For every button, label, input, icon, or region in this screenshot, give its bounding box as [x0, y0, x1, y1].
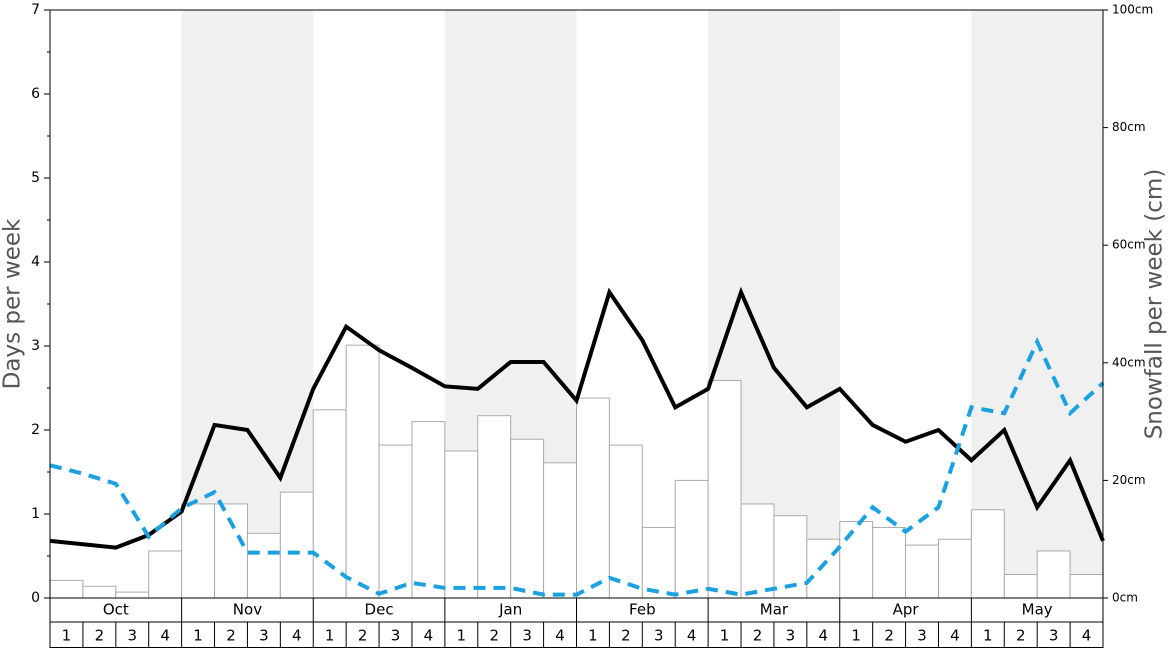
bar: [707, 379, 742, 599]
week-label: 4: [555, 627, 565, 645]
week-label: 2: [95, 627, 105, 645]
week-label: 4: [1082, 627, 1092, 645]
week-label: 2: [884, 627, 894, 645]
week-label: 1: [720, 627, 730, 645]
week-label: 2: [358, 627, 368, 645]
week-label: 4: [160, 627, 170, 645]
bar: [378, 444, 413, 599]
week-label: 3: [1049, 627, 1059, 645]
bar: [115, 591, 150, 599]
week-label: 3: [522, 627, 532, 645]
week-label: 1: [62, 627, 72, 645]
bar: [345, 344, 380, 599]
week-label: 2: [621, 627, 631, 645]
week-label: 4: [424, 627, 434, 645]
y2-tick-label: 20cm: [1112, 473, 1146, 487]
y2-tick-label: 100cm: [1112, 3, 1153, 17]
bar: [49, 579, 84, 599]
bar: [444, 450, 479, 599]
y-tick-label: 4: [31, 254, 40, 270]
y-axis-label: Days per week: [0, 218, 26, 389]
bar: [1036, 550, 1071, 599]
week-label: 4: [819, 627, 829, 645]
y2-tick-label: 60cm: [1112, 238, 1146, 252]
week-label: 4: [950, 627, 960, 645]
bar: [477, 415, 512, 599]
month-label: May: [1022, 601, 1053, 619]
week-label: 3: [259, 627, 269, 645]
bar: [576, 397, 610, 599]
week-label: 1: [325, 627, 335, 645]
y-tick-label: 0: [31, 590, 40, 606]
week-label: 4: [292, 627, 302, 645]
week-label: 4: [687, 627, 697, 645]
week-label: 2: [489, 627, 499, 645]
bar: [608, 444, 643, 599]
bar: [806, 538, 841, 599]
y-tick-label: 2: [31, 422, 40, 438]
week-label: 1: [851, 627, 861, 645]
y-tick-label: 5: [31, 170, 40, 186]
month-label: Dec: [365, 601, 394, 619]
week-label: 3: [917, 627, 927, 645]
y-tick-label: 1: [31, 506, 40, 522]
week-label: 2: [226, 627, 236, 645]
line: [49, 337, 1105, 597]
week-label: 3: [391, 627, 401, 645]
month-label: Nov: [233, 601, 262, 619]
y-tick-label: 3: [31, 338, 40, 354]
y2-tick-label: 40cm: [1112, 355, 1146, 369]
bar: [740, 503, 775, 599]
y2-axis-label: Snowfall per week (cm): [1142, 169, 1168, 440]
week-label: 2: [753, 627, 763, 645]
bar: [839, 521, 874, 599]
week-label: 3: [786, 627, 796, 645]
bar: [641, 526, 676, 599]
month-label: Jan: [498, 601, 522, 619]
bar: [246, 532, 281, 599]
week-label: 3: [127, 627, 137, 645]
bar: [312, 409, 347, 599]
bar: [1003, 573, 1038, 599]
line: [49, 286, 1105, 550]
y2-tick-label: 80cm: [1112, 120, 1146, 134]
bar: [1069, 573, 1104, 599]
y2-tick-label: 0cm: [1112, 591, 1138, 605]
month-shade: [971, 10, 1103, 598]
bar: [543, 462, 577, 599]
bar: [279, 491, 314, 599]
bar: [510, 438, 545, 599]
bar: [148, 550, 183, 599]
week-label: 2: [1016, 627, 1026, 645]
month-label: Apr: [893, 601, 920, 619]
bar: [411, 421, 446, 599]
y-tick-label: 6: [31, 86, 40, 102]
month-label: Feb: [629, 601, 656, 619]
week-label: 1: [457, 627, 467, 645]
bar: [674, 479, 709, 599]
month-label: Mar: [760, 601, 789, 619]
week-label: 3: [654, 627, 664, 645]
bar: [82, 585, 117, 599]
week-label: 1: [983, 627, 993, 645]
bar: [970, 509, 1005, 599]
week-label: 1: [193, 627, 203, 645]
bar: [905, 544, 939, 599]
bar: [181, 503, 216, 599]
week-label: 1: [588, 627, 598, 645]
bar: [937, 538, 972, 599]
y-tick-label: 7: [31, 2, 40, 18]
bar: [214, 503, 248, 599]
month-label: Oct: [103, 601, 129, 619]
bar: [872, 526, 907, 599]
